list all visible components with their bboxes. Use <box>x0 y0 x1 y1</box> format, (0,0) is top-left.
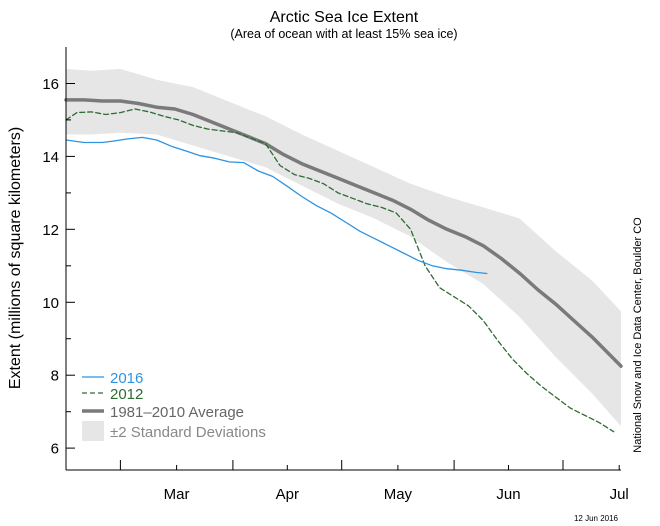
legend-label-std-dev: ±2 Standard Deviations <box>110 424 266 441</box>
x-tick-label: Apr <box>276 486 299 503</box>
legend-swatch-std-dev <box>82 421 104 441</box>
y-tick-label: 10 <box>42 295 59 312</box>
x-ticks: Mar Apr May Jun Jul <box>119 460 629 503</box>
x-tick-label: Mar <box>164 486 190 503</box>
y-tick-label: 14 <box>42 149 59 166</box>
std-dev-band-layer <box>66 68 621 427</box>
series-line-2016 <box>65 136 488 275</box>
series-layer <box>64 98 623 433</box>
x-tick-label: Jun <box>496 486 520 503</box>
std-dev-band <box>66 68 621 427</box>
legend-label-2012: 2012 <box>110 386 143 403</box>
series-line-average <box>64 98 623 368</box>
series-line-2012 <box>65 108 615 433</box>
chart-title: Arctic Sea Ice Extent <box>270 9 419 26</box>
y-ticks: 6 8 10 12 14 16 <box>42 76 75 458</box>
chart-subtitle: (Area of ocean with at least 15% sea ice… <box>230 27 457 41</box>
y-tick-label: 6 <box>51 441 59 458</box>
credit-text: National Snow and Ice Data Center, Bould… <box>632 217 644 453</box>
y-tick-label: 12 <box>42 222 59 239</box>
x-tick-label: Jul <box>610 486 629 503</box>
y-tick-label: 16 <box>42 76 59 93</box>
x-tick-label: May <box>384 486 413 503</box>
y-tick-label: 8 <box>51 368 59 385</box>
legend: 2016 2012 1981–2010 Average ±2 Standard … <box>82 370 266 441</box>
y-axis-label: Extent (millions of square kilometers) <box>7 127 24 389</box>
legend-label-2016: 2016 <box>110 370 143 387</box>
date-stamp: 12 Jun 2016 <box>574 514 619 523</box>
legend-label-average: 1981–2010 Average <box>110 404 244 421</box>
